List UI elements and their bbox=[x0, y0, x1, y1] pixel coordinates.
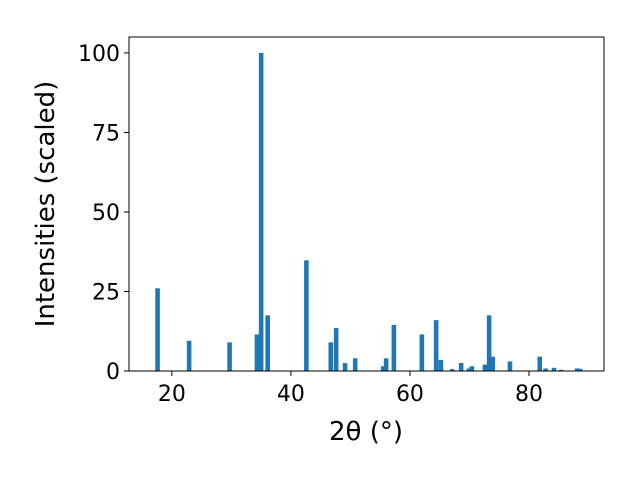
bar bbox=[380, 366, 386, 371]
bar bbox=[254, 334, 260, 371]
plot-frame bbox=[128, 36, 605, 372]
bar bbox=[486, 315, 492, 371]
bar bbox=[333, 328, 339, 371]
y-tick-label: 100 bbox=[78, 42, 120, 67]
bar bbox=[227, 342, 232, 371]
y-tick-label: 75 bbox=[92, 121, 120, 146]
bar bbox=[438, 359, 444, 371]
bar bbox=[304, 260, 309, 371]
y-tick-label: 50 bbox=[92, 201, 120, 226]
bar bbox=[551, 367, 557, 371]
bar bbox=[342, 363, 348, 371]
y-tick-label: 25 bbox=[92, 280, 120, 305]
bar bbox=[328, 342, 334, 371]
bar bbox=[543, 368, 548, 371]
bar bbox=[574, 368, 580, 371]
x-tick-label: 80 bbox=[515, 382, 543, 407]
bar bbox=[482, 364, 488, 371]
x-tick-label: 40 bbox=[277, 382, 305, 407]
bar bbox=[577, 368, 583, 371]
bar bbox=[537, 356, 543, 371]
bar bbox=[558, 369, 564, 371]
bar bbox=[391, 324, 397, 371]
bar bbox=[186, 340, 192, 371]
bar bbox=[466, 368, 472, 371]
bar bbox=[507, 361, 513, 371]
bar bbox=[490, 356, 495, 371]
bar bbox=[433, 320, 439, 371]
bar bbox=[419, 334, 425, 371]
bar bbox=[155, 288, 160, 371]
x-tick-label: 20 bbox=[158, 382, 186, 407]
bar bbox=[449, 369, 455, 371]
bar bbox=[265, 315, 270, 371]
bar bbox=[383, 358, 389, 371]
bar bbox=[258, 52, 264, 372]
x-tick-label: 60 bbox=[396, 382, 424, 407]
bar bbox=[352, 358, 358, 371]
x-axis-label: 2θ (°) bbox=[329, 417, 403, 447]
y-axis-label: Intensities (scaled) bbox=[31, 81, 61, 328]
bar bbox=[469, 366, 475, 371]
y-tick-label: 0 bbox=[106, 360, 120, 385]
bar bbox=[458, 363, 464, 371]
